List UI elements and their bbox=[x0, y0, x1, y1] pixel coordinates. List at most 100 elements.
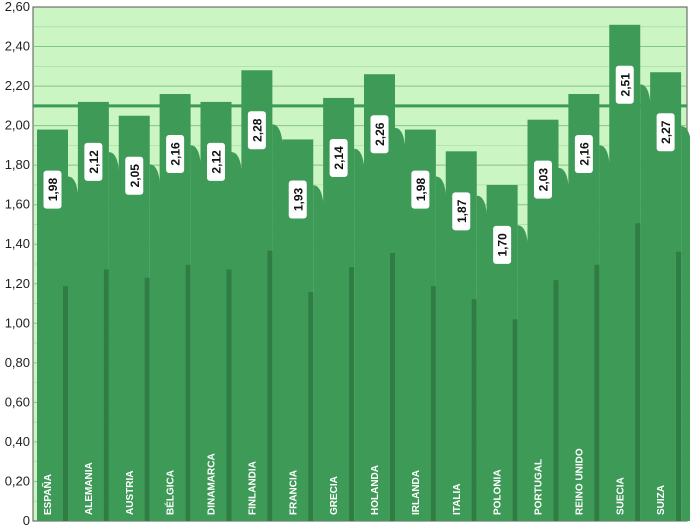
value-label: 1,87 bbox=[452, 192, 471, 231]
category-label: POLONIA bbox=[493, 469, 504, 515]
y-tick-label: 2,00 bbox=[5, 118, 30, 133]
y-tick-label: 0,60 bbox=[5, 394, 30, 409]
bar bbox=[77, 101, 120, 522]
category-label: GRECIA bbox=[329, 476, 340, 515]
bar-tail bbox=[640, 84, 652, 522]
y-tick-label: 2,60 bbox=[5, 0, 30, 14]
bar-tail bbox=[476, 195, 488, 521]
value-label-text: 2,16 bbox=[577, 142, 591, 166]
bar bbox=[118, 115, 161, 521]
bar-shade bbox=[185, 264, 191, 521]
value-label-text: 1,87 bbox=[455, 199, 469, 223]
bar bbox=[609, 24, 652, 522]
category-label: ITALIA bbox=[452, 484, 463, 515]
category-label: FRANCIA bbox=[288, 470, 299, 515]
bar-shade bbox=[635, 223, 641, 521]
bar-tail bbox=[517, 225, 529, 521]
value-label-box bbox=[84, 142, 103, 181]
bar-tail bbox=[231, 152, 243, 521]
value-label: 1,93 bbox=[288, 180, 307, 219]
category-label: BÉLGICA bbox=[164, 470, 177, 515]
y-tick-label: 1,80 bbox=[5, 157, 30, 172]
category-label: DINAMARCA bbox=[207, 453, 218, 515]
bar-shade bbox=[553, 280, 559, 521]
value-label-box bbox=[125, 156, 144, 195]
value-label-box bbox=[534, 160, 552, 199]
bar bbox=[404, 129, 447, 522]
value-label: 2,12 bbox=[207, 142, 225, 181]
bar-shade bbox=[267, 250, 273, 521]
y-tick-label: 0,80 bbox=[5, 355, 30, 370]
bar-shade bbox=[390, 252, 395, 521]
bar-shade bbox=[676, 251, 682, 521]
value-label-box bbox=[329, 138, 348, 177]
bar-tail bbox=[272, 124, 284, 521]
value-label-box bbox=[247, 111, 266, 150]
category-label: FINLANDIA bbox=[247, 461, 258, 515]
value-label-text: 1,93 bbox=[291, 187, 305, 211]
bar-tail bbox=[190, 145, 202, 522]
value-label: 2,14 bbox=[329, 138, 348, 177]
category-labels: ESPAÑA ALEMANIA AUSTRIA BÉLGICA DINAMARCA FIN… bbox=[41, 448, 667, 515]
value-label: 1,70 bbox=[493, 225, 512, 264]
category-label: SUIZA bbox=[656, 485, 667, 515]
value-label: 2,27 bbox=[656, 113, 675, 152]
value-label-text: 2,03 bbox=[537, 168, 551, 192]
value-label: 2,16 bbox=[166, 134, 185, 173]
bar bbox=[650, 72, 690, 521]
bar-tail bbox=[313, 185, 325, 521]
y-axis-ticks: 0 0,20 0,40 0,60 0,80 1,00 1,20 1,40 1,60 1,80 2,0… bbox=[5, 0, 30, 527]
bar-tail bbox=[681, 126, 690, 521]
y-tick-label: 1,60 bbox=[5, 197, 30, 212]
bar-shade bbox=[349, 267, 355, 521]
value-labels: 1,98 2,12 2,05 2,16 2,12 2,28 1,93 2,14 2,26 1,98… bbox=[43, 65, 675, 264]
category-label: HOLANDA bbox=[370, 465, 381, 515]
value-label: 2,05 bbox=[125, 156, 144, 195]
category-label: REINO UNIDO bbox=[574, 448, 585, 515]
value-label-box bbox=[207, 142, 225, 181]
category-label: SUECIA bbox=[615, 477, 626, 515]
bar-shade bbox=[103, 269, 109, 521]
bar-shade bbox=[430, 286, 436, 521]
y-tick-label: 0,40 bbox=[5, 434, 30, 449]
bar-body bbox=[609, 24, 641, 522]
value-label-box bbox=[656, 113, 675, 152]
bar-tail bbox=[435, 176, 447, 521]
value-label-text: 1,98 bbox=[414, 178, 428, 202]
category-label: PORTUGAL bbox=[534, 459, 545, 515]
value-label: 2,51 bbox=[615, 65, 634, 104]
y-tick-label: 0,20 bbox=[5, 473, 30, 488]
value-label-box bbox=[288, 180, 307, 219]
bar-tail bbox=[68, 176, 79, 521]
bar-shade bbox=[471, 299, 477, 521]
value-label: 2,12 bbox=[84, 142, 103, 181]
value-label: 2,28 bbox=[247, 111, 266, 150]
y-tick-label: 1,40 bbox=[5, 236, 30, 251]
value-label-box bbox=[166, 134, 185, 173]
value-label-text: 2,26 bbox=[373, 122, 387, 146]
bar bbox=[445, 151, 488, 522]
bar-tail bbox=[599, 145, 611, 522]
bar-tail bbox=[108, 152, 120, 521]
category-label: IRLANDA bbox=[411, 470, 422, 515]
y-tick-label: 0 bbox=[23, 513, 30, 527]
value-label-box bbox=[615, 65, 634, 104]
value-label-text: 2,28 bbox=[250, 118, 264, 142]
value-label-text: 2,05 bbox=[128, 164, 142, 188]
value-label-text: 1,98 bbox=[46, 178, 60, 202]
value-label-box bbox=[43, 170, 62, 209]
bar-shade bbox=[63, 286, 68, 521]
value-label-box bbox=[574, 134, 593, 173]
bar-shade bbox=[226, 269, 232, 521]
value-label-text: 2,14 bbox=[332, 146, 346, 170]
bar-tail bbox=[149, 164, 161, 521]
value-label-box bbox=[370, 115, 389, 154]
bar-shade bbox=[144, 277, 150, 521]
value-label: 1,98 bbox=[411, 170, 430, 209]
y-tick-label: 1,20 bbox=[5, 276, 30, 291]
value-label-text: 2,27 bbox=[659, 120, 673, 144]
value-label: 2,26 bbox=[370, 115, 389, 154]
value-label-box bbox=[452, 192, 471, 231]
bar bbox=[364, 74, 406, 522]
